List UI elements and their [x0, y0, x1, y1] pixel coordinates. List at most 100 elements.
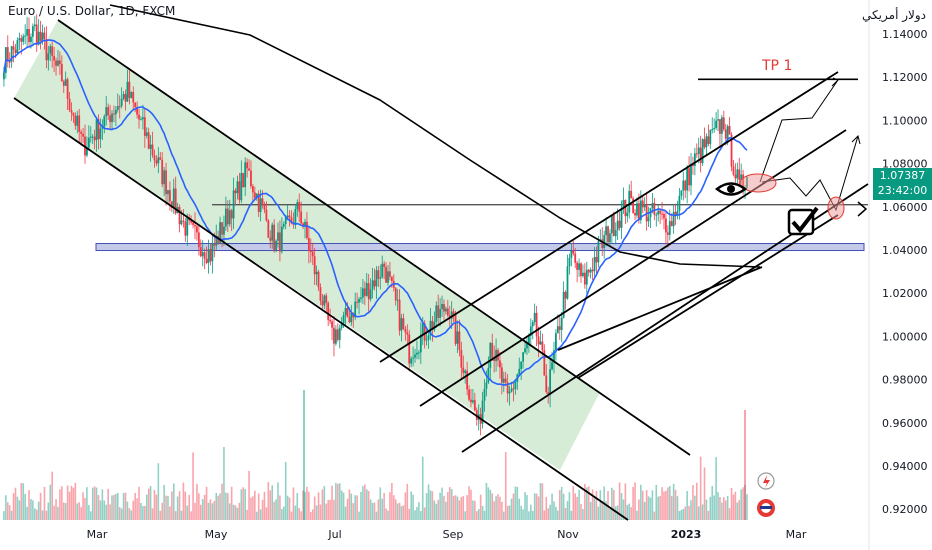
candle-body: [128, 81, 131, 98]
volume-bar: [493, 501, 495, 520]
volume-bar: [406, 483, 409, 520]
candle-body: [134, 102, 137, 108]
volume-bar: [344, 506, 347, 520]
volume-bar: [51, 471, 53, 520]
volume-bar: [483, 510, 486, 520]
candle-body: [170, 201, 173, 208]
candle-body: [113, 113, 115, 115]
candle-body: [711, 129, 714, 131]
volume-bar: [367, 491, 370, 520]
volume-bar: [481, 505, 484, 520]
candle-body: [558, 326, 561, 330]
candle-body: [3, 72, 5, 80]
volume-bar: [723, 497, 725, 520]
volume-bar: [227, 493, 229, 520]
trend-line: [577, 214, 839, 379]
candle-body: [713, 128, 716, 130]
volume-bar: [238, 502, 241, 520]
candle-body: [555, 333, 557, 351]
candle-body: [340, 323, 343, 328]
volume-bar: [568, 492, 571, 520]
x-tick-label: Nov: [557, 528, 579, 541]
candle-body: [570, 250, 573, 258]
volume-bar: [578, 489, 580, 520]
volume-bar: [640, 484, 642, 520]
candle-body: [626, 212, 629, 217]
candle-body: [252, 186, 254, 193]
candle-body: [454, 314, 457, 344]
candle-body: [423, 323, 426, 341]
candle-body: [572, 250, 575, 254]
volume-bar: [24, 493, 26, 520]
candle-body: [315, 271, 318, 275]
volume-bar: [520, 505, 522, 520]
candle-body: [578, 263, 580, 270]
candle-body: [595, 256, 598, 263]
candle-body: [174, 188, 177, 214]
volume-bar: [18, 500, 21, 520]
volume-bar: [618, 482, 621, 520]
candle-body: [354, 301, 357, 318]
candle-body: [130, 91, 133, 98]
candle-body: [400, 318, 403, 331]
volume-bar: [454, 495, 457, 520]
volume-bar: [665, 490, 667, 520]
candle-body: [412, 357, 414, 359]
candle-body: [433, 321, 436, 330]
volume-bar: [580, 504, 582, 520]
volume-bar: [394, 499, 397, 520]
candle-body: [506, 382, 509, 394]
volume-bar: [674, 489, 677, 520]
candle-body: [717, 119, 719, 121]
candle-body: [153, 155, 156, 161]
volume-bar: [504, 451, 507, 520]
candle-body: [14, 49, 17, 54]
candle-body: [86, 147, 88, 156]
volume-bar: [279, 495, 281, 520]
y-tick-label: 1.12000: [882, 71, 928, 84]
volume-bar: [254, 490, 256, 520]
volume-bar: [201, 499, 204, 520]
candle-body: [416, 352, 418, 355]
volume-bar: [294, 505, 297, 520]
volume-bar: [8, 505, 11, 520]
candle-body: [319, 287, 322, 301]
volume-bar: [738, 499, 741, 520]
volume-bar: [356, 495, 358, 520]
candle-body: [53, 55, 56, 61]
volume-bar: [387, 510, 389, 520]
candle-body: [136, 107, 138, 115]
candle-body: [95, 119, 98, 141]
candle-body: [537, 336, 540, 345]
candle-body: [124, 94, 127, 102]
candle-body: [257, 193, 260, 212]
volume-bar: [448, 487, 451, 520]
candle-body: [481, 400, 484, 424]
volume-bar: [174, 511, 177, 520]
candle-body: [182, 220, 185, 222]
slow-moving-average-line: [109, 4, 761, 268]
candle-body: [383, 263, 386, 267]
candle-body: [510, 388, 513, 392]
candle-body: [333, 327, 335, 344]
volume-bar: [715, 457, 717, 520]
y-tick-label: 0.92000: [882, 503, 928, 516]
volume-bar: [703, 467, 706, 520]
candle-body: [157, 157, 160, 164]
volume-bar: [614, 506, 617, 520]
candle-body: [26, 29, 28, 36]
volume-bar: [321, 489, 324, 520]
volume-bar: [157, 463, 160, 520]
volume-bar: [213, 500, 216, 520]
candle-body: [522, 352, 524, 362]
candle-body: [502, 378, 505, 383]
candle-body: [282, 224, 285, 227]
volume-bar: [70, 485, 73, 520]
candle-body: [425, 339, 428, 341]
volume-bar: [719, 497, 721, 520]
projection-path-upper: [759, 79, 839, 183]
volume-bar: [136, 498, 138, 520]
candle-body: [643, 204, 646, 208]
